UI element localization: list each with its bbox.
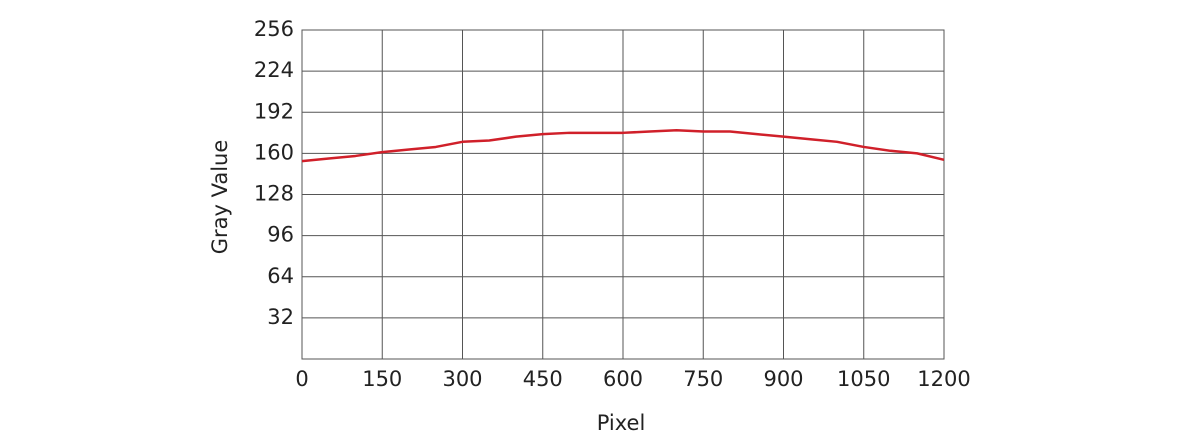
y-tick-label: 96 xyxy=(267,223,294,247)
x-tick-label: 750 xyxy=(683,367,723,391)
y-tick-label: 64 xyxy=(267,264,294,288)
x-tick-label: 150 xyxy=(362,367,402,391)
data-line xyxy=(301,128,945,163)
y-tick-label: 256 xyxy=(254,17,294,41)
y-tick-label: 32 xyxy=(267,305,294,329)
x-tick-label: 1050 xyxy=(837,367,890,391)
x-tick-label: 300 xyxy=(442,367,482,391)
x-tick-label: 450 xyxy=(523,367,563,391)
x-tick-label: 900 xyxy=(763,367,803,391)
x-axis-label: Pixel xyxy=(597,411,646,435)
x-tick-label: 1200 xyxy=(917,367,970,391)
y-tick-label: 160 xyxy=(254,140,294,164)
y-axis-label: Gray Value xyxy=(208,140,232,255)
y-tick-label: 128 xyxy=(254,182,294,206)
y-tick-label: 224 xyxy=(254,58,294,82)
x-tick-label: 0 xyxy=(295,367,308,391)
x-tick-label: 600 xyxy=(603,367,643,391)
y-tick-label: 192 xyxy=(254,99,294,123)
